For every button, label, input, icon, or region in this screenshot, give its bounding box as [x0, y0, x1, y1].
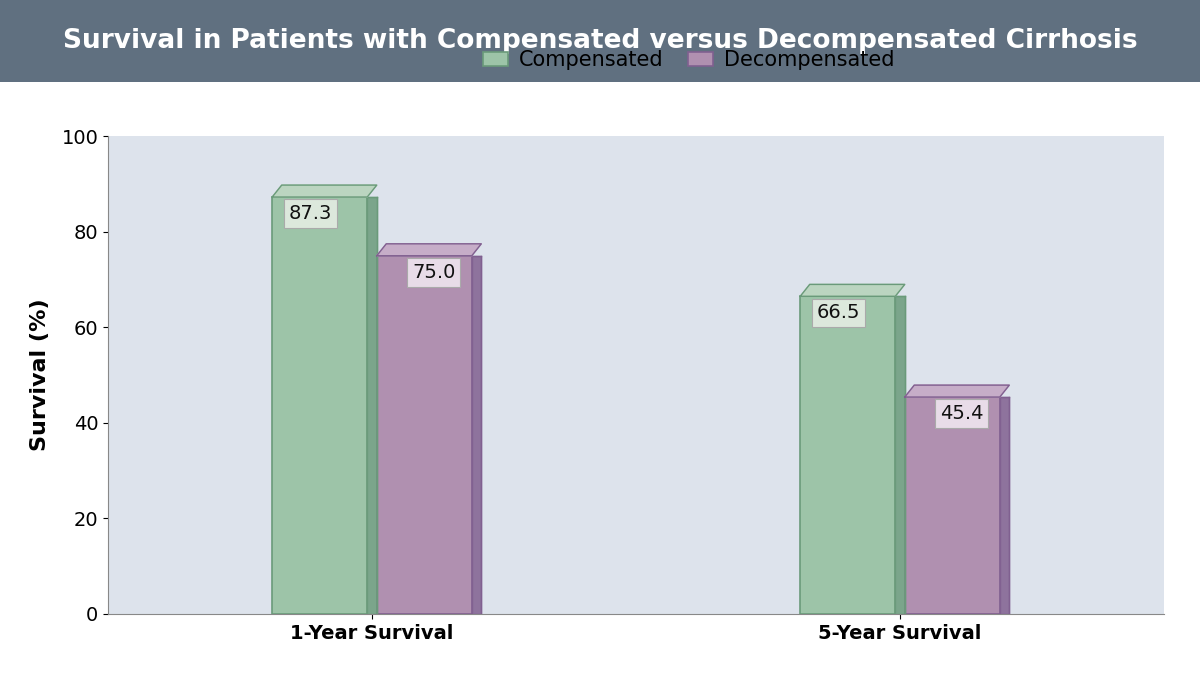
- Polygon shape: [367, 197, 377, 614]
- Text: 45.4: 45.4: [940, 404, 984, 424]
- Text: 87.3: 87.3: [288, 204, 332, 223]
- Bar: [377, 256, 472, 614]
- Polygon shape: [895, 297, 905, 614]
- Bar: [905, 397, 1000, 614]
- Y-axis label: Survival (%): Survival (%): [30, 299, 50, 451]
- Polygon shape: [377, 244, 481, 256]
- Polygon shape: [272, 185, 377, 197]
- Polygon shape: [905, 385, 1009, 397]
- Bar: [272, 197, 367, 614]
- Polygon shape: [1000, 397, 1009, 614]
- Legend: Compensated, Decompensated: Compensated, Decompensated: [475, 42, 902, 78]
- Polygon shape: [800, 284, 905, 297]
- Text: Survival in Patients with Compensated versus Decompensated Cirrhosis: Survival in Patients with Compensated ve…: [62, 28, 1138, 54]
- Polygon shape: [472, 256, 481, 614]
- Bar: [800, 297, 895, 614]
- Text: 66.5: 66.5: [816, 303, 860, 323]
- Text: 75.0: 75.0: [412, 263, 456, 282]
